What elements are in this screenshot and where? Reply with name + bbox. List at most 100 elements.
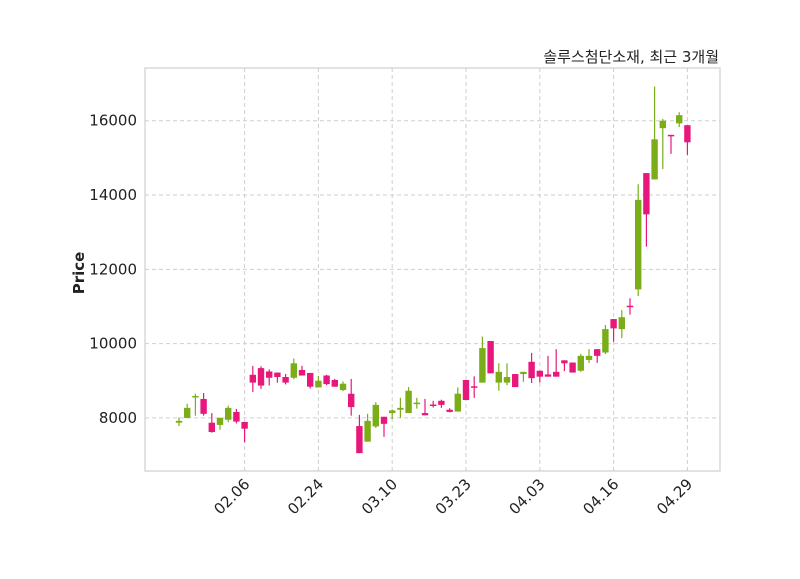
candle-body (626, 305, 634, 308)
x-tick-label: 02.06 (210, 475, 253, 518)
candle-down (544, 355, 552, 377)
candle-body (594, 349, 601, 356)
candle-body (339, 383, 347, 391)
candle-down (274, 372, 281, 383)
grid (145, 68, 720, 471)
chart-title: 솔루스첨단소재, 최근 3개월 (543, 48, 719, 66)
candle-down (462, 380, 470, 401)
candle-up (339, 381, 347, 392)
candle-body (635, 199, 642, 290)
candle-body (200, 398, 207, 414)
candle-up (585, 349, 593, 363)
candle-body (380, 416, 388, 424)
candle-body (257, 368, 265, 386)
candles (175, 86, 691, 454)
candle-up (225, 405, 232, 423)
candle-body (274, 372, 281, 378)
candle-down (208, 413, 215, 433)
candle-down (348, 378, 355, 416)
y-axis: 8000 10000 12000 14000 16000 (89, 112, 137, 427)
candle-body (651, 139, 658, 180)
candle-body (544, 374, 552, 377)
candle-up (618, 310, 625, 339)
candle-body (471, 386, 478, 388)
x-tick-label: 02.24 (284, 475, 327, 518)
candle-body (249, 374, 256, 383)
candle-body (430, 404, 437, 407)
y-tick-label: 10000 (89, 335, 137, 353)
candle-up (651, 86, 658, 180)
candle-down (266, 369, 273, 386)
candle-down (569, 362, 576, 373)
candle-body (438, 400, 445, 405)
candle-up (495, 363, 502, 391)
candle-down (356, 414, 363, 454)
candle-up (659, 118, 666, 170)
candle-body (175, 420, 183, 423)
candle-body (659, 120, 666, 129)
candle-body (282, 377, 289, 383)
candle-up (192, 393, 199, 416)
y-tick-label: 16000 (89, 112, 137, 130)
candle-up (397, 397, 404, 418)
x-axis: 02.06 02.24 03.10 03.23 04.03 04.16 04.29 (210, 475, 696, 518)
candle-body (348, 393, 355, 408)
candle-down (380, 416, 388, 437)
candle-body (266, 371, 273, 378)
candle-body (364, 420, 371, 442)
candle-up (676, 112, 683, 128)
y-tick-label: 12000 (89, 260, 137, 278)
candle-down (487, 341, 494, 374)
candle-down (512, 374, 519, 388)
candle-body (315, 380, 322, 388)
candle-body (577, 355, 584, 371)
candle-up (216, 417, 224, 430)
candle-down (471, 376, 478, 398)
candle-up (503, 363, 511, 386)
candle-body (495, 371, 502, 383)
x-tick-label: 03.10 (358, 475, 401, 518)
candle-up (290, 358, 297, 380)
x-tick-label: 04.29 (653, 475, 696, 518)
candle-body (667, 134, 675, 137)
candle-body (602, 329, 609, 353)
candle-body (405, 390, 412, 414)
candle-up (315, 375, 322, 388)
candle-down (446, 408, 453, 413)
candle-down (200, 393, 207, 416)
candle-body (462, 380, 470, 401)
candle-down (241, 421, 248, 443)
candle-body (520, 371, 527, 375)
candle-body (372, 404, 379, 427)
candle-body (479, 348, 486, 383)
candle-body (512, 374, 519, 388)
candle-down (257, 366, 265, 389)
candle-down (561, 360, 568, 372)
candle-body (684, 125, 691, 143)
candle-body (413, 402, 420, 405)
candle-down (323, 374, 330, 386)
candle-body (184, 407, 191, 418)
candle-up (413, 397, 420, 409)
candle-body (553, 371, 560, 377)
candle-body (454, 393, 461, 412)
candle-body (233, 411, 240, 422)
candle-body (290, 363, 297, 378)
candle-up (405, 387, 412, 414)
candle-down (307, 372, 314, 389)
candle-down (421, 398, 429, 416)
candle-body (528, 361, 535, 379)
x-tick-label: 04.16 (579, 475, 622, 518)
candle-down (528, 352, 535, 383)
candle-body (446, 409, 453, 412)
candle-up (520, 371, 527, 382)
candle-body (298, 369, 306, 376)
candle-up (175, 417, 183, 427)
candle-up (577, 354, 584, 372)
candle-down (298, 365, 306, 376)
y-axis-label: Price (70, 252, 88, 295)
candle-body (643, 173, 650, 215)
candle-body (397, 407, 404, 410)
candle-body (216, 417, 224, 425)
